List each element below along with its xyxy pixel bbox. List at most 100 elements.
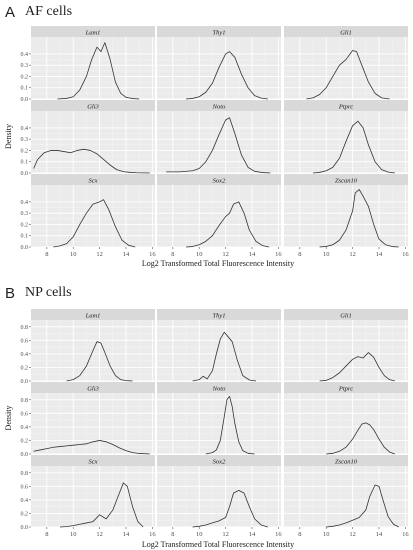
panel-b-x-tick-label: 8 [45,531,48,538]
panel-b-facet-strip [157,455,281,466]
panel-a-x-tick-label: 8 [171,251,174,258]
panel-b-x-axis-title: Log2 Transformed Total Fluorescence Inte… [142,540,294,549]
panel-a-plot-background [31,185,155,247]
panel-b-plot-background [157,393,281,454]
panel-b-facet-strip [284,309,408,320]
panel-b-density-line-sox2 [192,490,268,528]
panel-a-plot-background [284,185,408,247]
panel-a-x-axis-title: Log2 Transformed Total Fluorescence Inte… [142,259,294,268]
panel-b-density-line-scx [59,482,144,528]
panel-a-y-tick-label: 0.1 [21,86,29,92]
panel-a-facet-strip [31,100,155,111]
panel-a-facet-strip [157,100,281,111]
panel-a-x-tick-label: 12 [222,251,229,258]
panel-b-x-tick-label: 8 [171,531,174,538]
panel-a-density-line-sox2 [185,201,270,248]
panel-a-x-tick-label: 10 [323,251,330,258]
panel-a-facet-label: Gli3 [87,104,99,111]
panel-a-y-tick-label: 0.4 [21,126,29,132]
panel-a-plot-background [31,111,155,173]
panel-b-x-tick-label: 10 [70,531,77,538]
panel-b-density-line-gli1 [319,352,395,382]
panel-a-facet-label: Sox2 [213,178,226,185]
panel-a-plot-background [157,111,281,173]
panel-a-letter: A [5,4,16,21]
panel-b-y-tick-label: 0.0 [21,525,29,531]
panel-a-plot-background [284,37,408,99]
panel-a-facet-label: Noto [212,104,226,111]
panel-a-x-tick-label: 14 [249,251,256,258]
panel-b-facet-strip [31,382,155,393]
panel-b-title: NP cells [25,285,72,300]
panel-b-y-tick-label: 0.0 [21,379,29,385]
panel-b-y-tick-label: 0.2 [21,511,29,517]
panel-a-density-line-noto [166,117,271,174]
panel-b-y-tick-label: 0.0 [21,452,29,458]
panel-a-x-tick-label: 14 [376,251,383,258]
panel-b-y-tick-label: 0.2 [21,438,29,444]
panel-a-y-tick-label: 0.2 [21,148,29,154]
panel-b-density-line-gli3 [33,440,150,455]
panel-b-x-tick-label: 16 [275,531,282,538]
panel-a-density-line-ptprc [312,120,395,174]
panel-b-facet-strip [284,455,408,466]
panel-b-facet-label: Zscan10 [335,459,358,466]
panel-b-y-axis-title: Density [4,406,13,431]
panel-a-facet-strip [31,26,155,37]
panel-a-y-tick-label: 0.1 [21,234,29,240]
panel-b-density-line-ptprc [326,422,395,455]
panel-b-y-tick-label: 0.8 [21,398,29,404]
panel-a-x-tick-label: 14 [123,251,130,258]
panel-a-facet-label: Gli1 [340,30,352,37]
panel-a-y-tick-label: 0.2 [21,74,29,80]
panel-b-plot-background [157,466,281,527]
panel-a-density-line-gli3 [33,148,150,174]
panel-b-facet-label: Gli3 [87,386,99,393]
panel-a-y-tick-label: 0.3 [21,211,29,217]
panel-b-plot-background [284,320,408,381]
panel-a-density-line-thy1 [185,51,268,100]
panel-a-density-line-lam1 [57,42,140,100]
panel-b-plot-background [31,466,155,527]
panel-b-facet-label: Lam1 [85,313,101,320]
panel-b-facet-label: Gli1 [340,313,352,320]
panel-b-facet-label: Scx [88,459,97,466]
panel-a-facet-strip [157,174,281,185]
panel-a-density-line-zscan10 [319,189,399,248]
panel-b-x-tick-label: 16 [149,531,156,538]
panel-b-x-tick-label: 10 [323,531,330,538]
panel-b-plot-background [284,393,408,454]
panel-a-facet-label: Ptprc [338,104,353,111]
panel-b-facet-label: Noto [212,386,226,393]
panel-b-y-tick-label: 0.4 [21,425,29,431]
panel-a-y-tick-label: 0.4 [21,200,29,206]
panel-b-y-tick-label: 0.4 [21,352,29,358]
panel-a-density-line-scx [53,199,136,248]
panel-b-facet-strip [31,309,155,320]
panel-a-facet-strip [157,26,281,37]
panel-b-density-line-zscan10 [326,484,399,528]
panel-b-density-line-noto [205,395,255,455]
panel-b-x-tick-label: 14 [376,531,383,538]
panel-b-y-tick-label: 0.8 [21,471,29,477]
panel-b-y-tick-label: 0.6 [21,338,29,344]
panel-a-x-tick-label: 10 [196,251,203,258]
panel-b-x-tick-label: 10 [196,531,203,538]
panel-a-x-tick-label: 10 [70,251,77,258]
panel-b-y-tick-label: 0.6 [21,484,29,490]
panel-a-x-tick-label: 12 [349,251,356,258]
panel-a-facet-label: Thy1 [213,30,226,37]
panel-a-x-tick-label: 8 [298,251,301,258]
panel-a-y-tick-label: 0.3 [21,137,29,143]
panel-b-facet-label: Ptprc [338,386,353,393]
panel-a-x-tick-label: 12 [96,251,103,258]
panel-a-facet-strip [284,26,408,37]
panel-b-plot-background [284,466,408,527]
panel-b-x-tick-label: 8 [298,531,301,538]
panel-b-facet-strip [157,382,281,393]
panel-b-letter: B [5,285,16,302]
panel-b-y-tick-label: 0.2 [21,365,29,371]
panel-b-x-tick-label: 12 [349,531,356,538]
panel-a-y-axis-title: Density [4,124,13,149]
